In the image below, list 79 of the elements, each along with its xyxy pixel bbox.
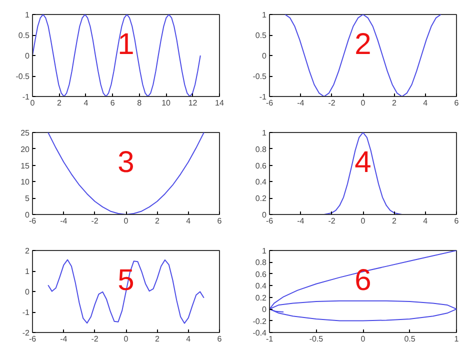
x-tick-label: 0.5 (404, 334, 416, 344)
annotation: 3 (118, 146, 134, 179)
x-tick-label: 4 (186, 216, 192, 226)
x-tick-label: -6 (28, 334, 37, 344)
y-tick-label: 0.5 (18, 31, 30, 40)
x-tick-label: 6 (110, 98, 116, 108)
y-tick-label: 1 (262, 128, 268, 138)
y-tick-label: 0.8 (255, 144, 268, 154)
y-tick-label: 0.8 (255, 258, 268, 268)
y-tick-label: -0.5 (16, 72, 30, 81)
x-tick-label: 0 (124, 334, 129, 344)
y-tick-label: -1 (22, 92, 30, 102)
y-tick-label: 5 (25, 194, 30, 204)
y-tick-label: -1 (22, 308, 30, 317)
y-tick-label: 20 (20, 144, 30, 154)
x-tick-label: -2 (91, 334, 99, 344)
x-tick-label: -4 (297, 98, 305, 108)
x-tick-label: -4 (60, 216, 68, 226)
y-tick-label: -1 (259, 92, 268, 102)
x-tick-label: 12 (188, 98, 198, 108)
annotation: 1 (118, 28, 134, 61)
x-tick-label: -6 (266, 216, 274, 226)
x-tick-label: -4 (297, 216, 305, 226)
annotation: 2 (354, 28, 372, 61)
x-tick-label: 14 (215, 98, 224, 108)
y-tick-label: 0.6 (255, 270, 268, 279)
y-tick-label: -0.2 (252, 316, 268, 326)
y-tick-label: 2 (25, 246, 30, 256)
x-tick-label: 6 (217, 334, 222, 344)
y-tick-label: 0 (25, 52, 30, 60)
x-tick-label: 2 (154, 216, 160, 226)
x-tick-label: 2 (56, 98, 62, 108)
y-tick-label: 15 (20, 161, 30, 170)
x-tick-label: 6 (217, 216, 222, 226)
x-tick-label: 4 (423, 98, 428, 108)
x-tick-label: -2 (328, 216, 336, 226)
x-tick-label: 2 (392, 98, 397, 108)
y-tick-label: 1 (25, 10, 30, 20)
y-tick-label: 0 (262, 305, 268, 314)
y-tick-label: 1 (25, 267, 30, 276)
y-tick-label: 0 (25, 210, 30, 220)
x-tick-label: 4 (186, 334, 192, 344)
y-tick-label: 0.4 (255, 178, 268, 187)
annotation: 6 (354, 264, 372, 297)
x-tick-label: -0.5 (309, 334, 324, 344)
y-tick-label: 0 (262, 52, 268, 60)
x-tick-label: 8 (137, 98, 142, 108)
x-tick-label: 0 (360, 216, 366, 226)
y-tick-label: -0.4 (252, 328, 268, 338)
annotation: 4 (354, 146, 372, 179)
x-tick-label: 10 (162, 98, 172, 108)
y-tick-label: 1 (262, 10, 268, 20)
x-tick-label: 0 (360, 334, 366, 344)
x-tick-label: -6 (266, 98, 274, 108)
y-tick-label: 0.2 (255, 293, 268, 302)
x-tick-label: 6 (454, 98, 460, 108)
y-tick-label: 1 (262, 246, 268, 256)
x-tick-label: -2 (91, 216, 99, 226)
y-tick-label: 25 (20, 128, 30, 138)
x-tick-label: 2 (392, 216, 397, 226)
x-tick-label: -4 (60, 334, 68, 344)
x-tick-label: -6 (28, 216, 37, 226)
y-tick-label: 0.2 (255, 194, 268, 204)
x-tick-label: 0 (360, 98, 366, 108)
x-tick-label: 6 (454, 216, 460, 226)
y-tick-label: 0.6 (255, 161, 268, 170)
x-tick-label: 1 (454, 334, 460, 344)
y-tick-label: 0.4 (255, 282, 268, 291)
x-tick-label: 0 (124, 216, 129, 226)
x-tick-label: 4 (84, 98, 89, 108)
x-tick-label: 2 (154, 334, 160, 344)
x-tick-label: -2 (328, 98, 336, 108)
y-tick-label: 0 (262, 210, 268, 220)
y-tick-label: -0.5 (252, 72, 268, 81)
x-tick-label: 4 (423, 216, 428, 226)
y-tick-label: 0 (25, 288, 30, 296)
y-tick-label: 10 (20, 178, 30, 187)
y-tick-label: 0.5 (255, 31, 268, 40)
y-tick-label: -2 (22, 328, 30, 338)
